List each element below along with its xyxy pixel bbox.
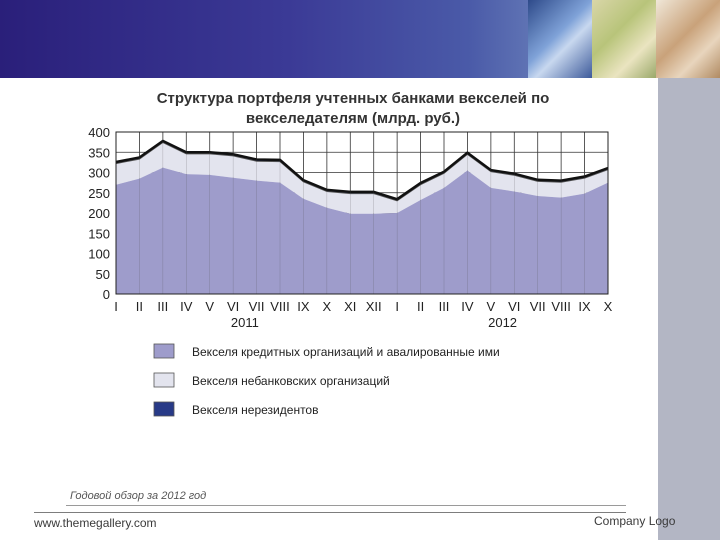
x-tick-label: X	[323, 299, 332, 314]
x-tick-label: III	[439, 299, 450, 314]
legend-swatch	[153, 401, 175, 417]
x-tick-label: XI	[344, 299, 356, 314]
x-tick-label: I	[114, 299, 118, 314]
footer-url[interactable]: www.themegallery.com	[34, 516, 157, 530]
chart-title-line-1: Структура портфеля учтенных банками векс…	[157, 90, 550, 107]
legend: Векселя кредитных организаций и авалиров…	[153, 343, 500, 417]
footer-logo: Company Logo	[594, 514, 676, 528]
x-tick-label: VII	[249, 299, 265, 314]
year-label: 2011	[231, 315, 259, 330]
x-tick-label: VI	[227, 299, 239, 314]
x-tick-label: IV	[461, 299, 474, 314]
legend-swatch	[153, 343, 175, 359]
legend-label: Векселя кредитных организаций и авалиров…	[192, 345, 500, 359]
x-tick-label: VIII	[270, 299, 290, 314]
source-divider	[66, 505, 626, 506]
y-tick-label: 350	[88, 145, 110, 160]
x-tick-label: V	[487, 299, 496, 314]
x-tick-label: IX	[297, 299, 310, 314]
globe-photo	[528, 0, 592, 78]
x-tick-label: VIII	[551, 299, 571, 314]
desk-photo	[656, 0, 720, 78]
x-tick-label: V	[205, 299, 214, 314]
x-tick-label: X	[604, 299, 613, 314]
y-tick-label: 0	[103, 287, 110, 302]
x-tick-label: III	[157, 299, 168, 314]
legend-label: Векселя нерезидентов	[192, 403, 318, 417]
header-banner	[0, 0, 720, 78]
legend-swatch	[153, 372, 175, 388]
side-strip	[658, 78, 720, 540]
y-tick-label: 200	[88, 206, 110, 221]
x-tick-label: IV	[180, 299, 193, 314]
x-tick-label: VI	[508, 299, 520, 314]
x-tick-label: II	[417, 299, 424, 314]
x-tick-label: II	[136, 299, 143, 314]
chart-title-line-2: векселедателям (млрд. руб.)	[246, 110, 460, 127]
y-tick-label: 300	[88, 166, 110, 181]
source-note: Годовой обзор за 2012 год	[70, 490, 207, 502]
legend-label: Векселя небанковских организаций	[192, 374, 390, 388]
plot-frame	[115, 131, 609, 295]
y-tick-label: 50	[96, 267, 110, 282]
y-tick-label: 150	[88, 226, 110, 241]
series-edge-3	[115, 139, 609, 201]
series-area-1	[116, 167, 608, 294]
x-tick-label: I	[395, 299, 399, 314]
coins-photo	[592, 0, 656, 78]
x-tick-label: VII	[530, 299, 546, 314]
x-tick-label: IX	[578, 299, 591, 314]
y-tick-label: 250	[88, 186, 110, 201]
header-photo-strip	[528, 0, 720, 78]
chart: Структура портфеля учтенных банками векс…	[88, 90, 612, 417]
year-label: 2012	[488, 315, 517, 330]
x-tick-label: XII	[366, 299, 382, 314]
y-tick-label: 100	[88, 247, 110, 262]
series-edge-2	[115, 141, 609, 202]
y-tick-label: 400	[88, 125, 110, 140]
series-area-2	[116, 142, 608, 214]
footer-divider	[34, 512, 626, 513]
